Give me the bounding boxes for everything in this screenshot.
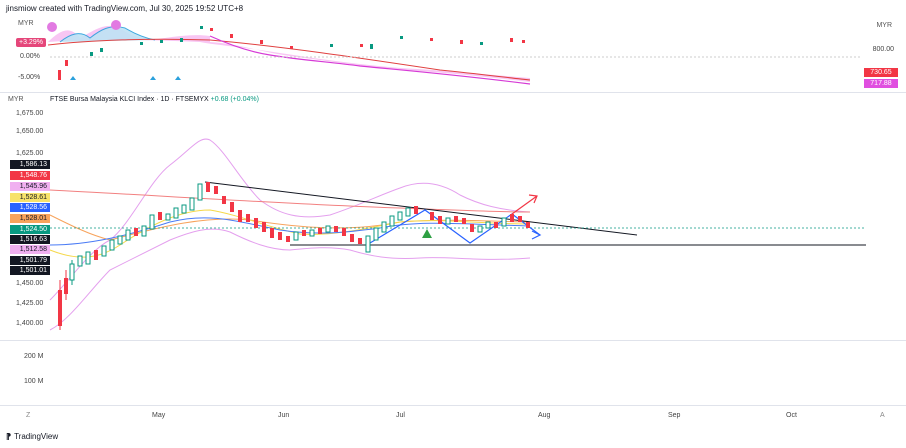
- price-badge-10: 1,501.79: [10, 256, 50, 265]
- top-marker-1: [47, 22, 57, 32]
- top-indicator-fill: [48, 25, 530, 82]
- breakout-arrow-line: [511, 195, 538, 215]
- top-arrow-1: [70, 76, 76, 80]
- pattern-arrow-blue: [531, 230, 542, 240]
- price-badge-11: 1,501.01: [10, 266, 50, 275]
- top-currency-right: MYR: [876, 22, 892, 29]
- y-label-1425: 1,425.00: [16, 300, 44, 307]
- symbol-title[interactable]: FTSE Bursa Malaysia KLCI Index · 1D · FT…: [50, 96, 259, 103]
- y-label-1400: 1,400.00: [16, 320, 44, 327]
- price-badge-6: 1,528.01: [10, 214, 50, 223]
- y-label-1625: 1,625.00: [16, 150, 44, 157]
- chart-header: jinsmiow created with TradingView.com, J…: [6, 4, 244, 13]
- ma-blue: [49, 217, 531, 246]
- price-badge-9: 1,512.58: [10, 245, 50, 254]
- top-pct-minus5: -5.00%: [18, 74, 41, 81]
- price-badge-3: 1,545.96: [10, 182, 50, 191]
- top-marker-2: [111, 20, 121, 30]
- trendline-descending: [204, 181, 638, 236]
- signal-triangle: [422, 229, 432, 238]
- pattern-lines: [369, 209, 541, 244]
- top-arrow-2: [150, 76, 156, 80]
- footer-brand[interactable]: ⁋ TradingView: [6, 432, 58, 441]
- y-label-1650: 1,650.00: [16, 128, 44, 135]
- top-currency-left: MYR: [18, 20, 34, 27]
- top-indicator-line: [47, 38, 531, 81]
- auto-scale-button[interactable]: A: [880, 412, 885, 419]
- top-arrow-3: [175, 76, 181, 80]
- symbol-change: +0.68 (+0.04%): [210, 96, 259, 103]
- month-oct: Oct: [786, 412, 797, 419]
- volume-label-100m: 100 M: [24, 378, 44, 385]
- tradingview-logo-icon: ⁋: [6, 432, 12, 441]
- top-indicator-magenta: [209, 35, 531, 85]
- volume-label-200m: 200 M: [24, 353, 44, 360]
- month-aug: Aug: [538, 412, 551, 419]
- month-may: May: [152, 412, 166, 419]
- top-right-value: 800.00: [872, 46, 894, 53]
- top-pct-zero: 0.00%: [20, 53, 40, 60]
- top-pct-badge: +3.29%: [16, 38, 46, 47]
- y-label-1450: 1,450.00: [16, 280, 44, 287]
- price-badge-5: 1,528.56: [10, 203, 50, 212]
- price-badge-2: 1,548.76: [10, 171, 50, 180]
- bollinger-lower: [49, 228, 531, 331]
- zoom-button[interactable]: Z: [26, 412, 31, 419]
- ma-red: [49, 189, 531, 213]
- ma-yellow: [49, 209, 531, 258]
- y-label-1675: 1,675.00: [16, 110, 44, 117]
- price-badge-8: 1,516.63: [10, 235, 50, 244]
- top-candles: [58, 26, 525, 80]
- symbol-name: FTSE Bursa Malaysia KLCI Index · 1D · FT…: [50, 96, 209, 103]
- main-candles: [58, 182, 530, 330]
- time-axis-separator: [0, 405, 906, 406]
- top-badge-magenta: 717.88: [864, 79, 898, 88]
- breakout-arrow-head: [528, 194, 538, 204]
- panel-separator-2[interactable]: [0, 340, 906, 341]
- top-badge-red: 730.65: [864, 68, 898, 77]
- top-indicator-blue: [59, 26, 156, 43]
- month-sep: Sep: [668, 412, 681, 419]
- panel-separator-1[interactable]: [0, 92, 906, 93]
- main-currency: MYR: [8, 96, 24, 103]
- month-jun: Jun: [278, 412, 290, 419]
- price-badge-7: 1,524.50: [10, 225, 50, 234]
- price-badge-4: 1,528.61: [10, 193, 50, 202]
- price-badge-1: 1,586.13: [10, 160, 50, 169]
- footer-brand-text: TradingView: [14, 432, 59, 441]
- bollinger-upper: [49, 138, 531, 301]
- month-jul: Jul: [396, 412, 405, 419]
